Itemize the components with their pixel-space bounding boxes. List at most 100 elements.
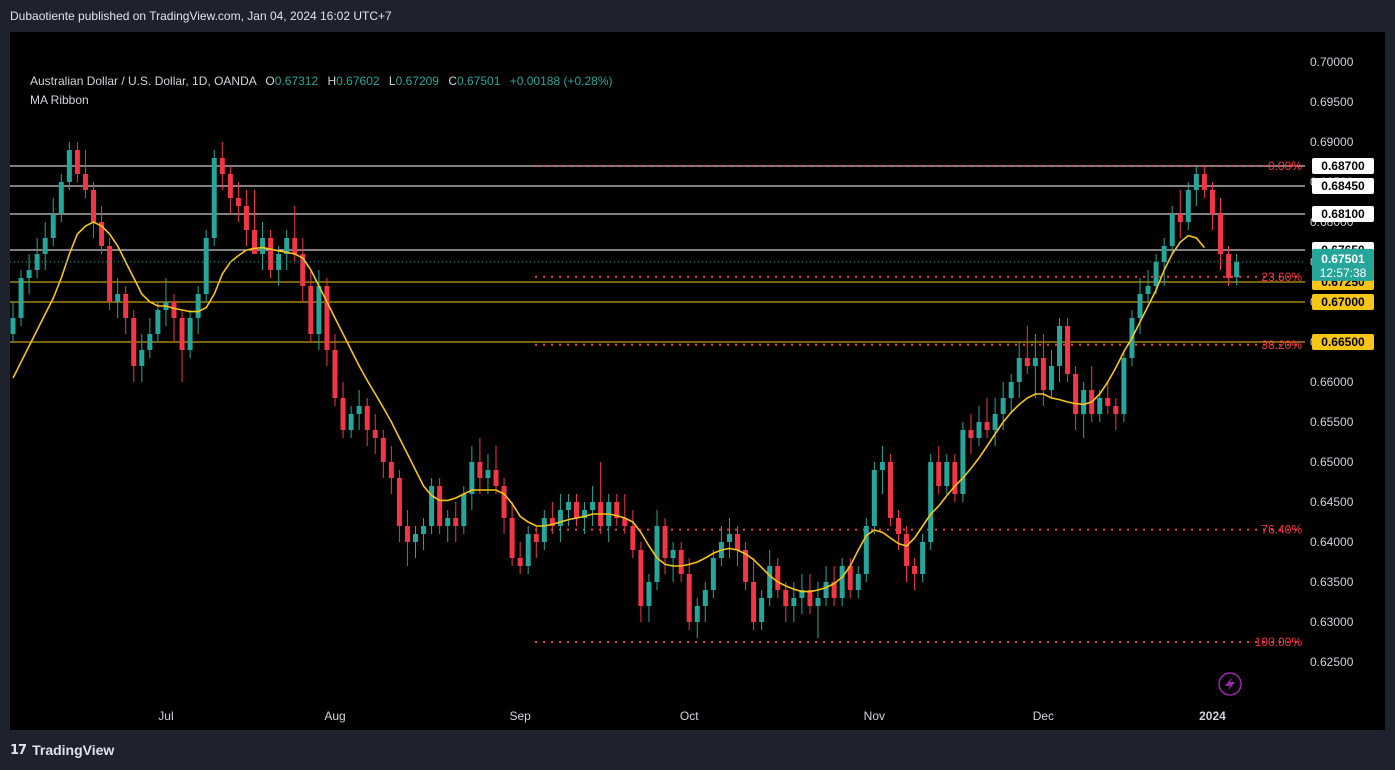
candle-body bbox=[477, 462, 483, 478]
y-tick-label: 0.63500 bbox=[1310, 575, 1354, 589]
candle-body bbox=[461, 494, 467, 526]
candle-body bbox=[565, 502, 571, 510]
candle-body bbox=[243, 206, 249, 230]
candle-body bbox=[968, 430, 974, 438]
candle-body bbox=[767, 566, 773, 598]
candle-body bbox=[920, 542, 926, 574]
indicator-name[interactable]: MA Ribbon bbox=[30, 93, 89, 107]
candle-body bbox=[686, 574, 692, 622]
close-value: 0.67501 bbox=[457, 74, 501, 88]
candle-body bbox=[678, 550, 684, 574]
candle-body bbox=[453, 518, 459, 526]
fib-level-label: 23.60% bbox=[1261, 270, 1302, 284]
legend-row-symbol: Australian Dollar / U.S. Dollar, 1D, OAN… bbox=[30, 72, 612, 91]
candle-body bbox=[1226, 254, 1232, 278]
candle-body bbox=[74, 150, 80, 174]
candle-body bbox=[396, 478, 402, 526]
candle-body bbox=[823, 582, 829, 598]
candle-body bbox=[1209, 190, 1215, 214]
candle-body bbox=[268, 238, 274, 270]
candle-body bbox=[139, 350, 145, 366]
chart-area[interactable]: 0.700000.695000.690000.685000.680000.675… bbox=[10, 32, 1385, 730]
candle-body bbox=[976, 422, 982, 438]
open-label: O bbox=[265, 74, 275, 88]
candle-body bbox=[429, 486, 435, 526]
price-axis: 0.700000.695000.690000.685000.680000.675… bbox=[1310, 55, 1354, 669]
candle-body bbox=[1145, 286, 1151, 294]
candle-body bbox=[775, 566, 781, 590]
candle-body bbox=[91, 190, 96, 222]
high-label: H bbox=[327, 74, 337, 88]
candle-body bbox=[485, 470, 491, 478]
time-axis: Jul Aug Sep Oct Nov Dec 2024 bbox=[158, 709, 1226, 723]
candle-body bbox=[791, 598, 797, 606]
candle-body bbox=[356, 406, 362, 414]
high-value: 0.67602 bbox=[336, 74, 380, 88]
candle-body bbox=[308, 286, 314, 334]
candle-body bbox=[783, 590, 789, 606]
ma-line bbox=[12, 221, 1206, 593]
candle-body bbox=[421, 526, 427, 534]
fib-level-label: 100.00% bbox=[1255, 635, 1303, 649]
candle-body bbox=[42, 238, 48, 254]
candle-body bbox=[300, 254, 306, 286]
candle-body bbox=[1081, 390, 1087, 414]
candle-body bbox=[936, 462, 942, 486]
candle-body bbox=[654, 526, 660, 582]
candle-body bbox=[107, 246, 113, 302]
candle-body bbox=[348, 414, 354, 430]
candle-body bbox=[662, 526, 668, 558]
candle-body bbox=[1024, 358, 1030, 366]
candle-body bbox=[1121, 358, 1127, 414]
y-tick-label: 0.64000 bbox=[1310, 535, 1354, 549]
y-tick-label: 0.64500 bbox=[1310, 495, 1354, 509]
candle-body bbox=[115, 294, 121, 302]
level-price-label: 0.68450 bbox=[1321, 179, 1365, 193]
candle-body bbox=[131, 318, 137, 366]
level-price-label: 0.67000 bbox=[1321, 295, 1365, 309]
fib-level-label: 0.00% bbox=[1268, 159, 1302, 173]
candle-body bbox=[372, 430, 378, 438]
candle-body bbox=[187, 318, 193, 350]
candle-body bbox=[1201, 174, 1207, 190]
candle-body bbox=[759, 598, 765, 622]
candle-body bbox=[50, 214, 56, 238]
candlestick-chart[interactable]: 0.700000.695000.690000.685000.680000.675… bbox=[10, 32, 1385, 730]
current-price-label-bg bbox=[1312, 248, 1374, 281]
candle-body bbox=[324, 286, 330, 350]
candle-body bbox=[1000, 398, 1006, 414]
candle-body bbox=[82, 174, 88, 190]
candle-body bbox=[960, 430, 966, 494]
candle-body bbox=[992, 414, 998, 430]
candle-body bbox=[710, 558, 716, 590]
footer: 17 TradingView bbox=[0, 730, 1395, 770]
y-tick-label: 0.66000 bbox=[1310, 375, 1354, 389]
candle-body bbox=[380, 438, 386, 462]
x-tick-label: Nov bbox=[864, 709, 885, 723]
candle-body bbox=[871, 470, 877, 526]
candle-body bbox=[1137, 294, 1143, 318]
candle-body bbox=[638, 550, 644, 606]
horizontal-levels bbox=[10, 165, 1305, 343]
open-value: 0.67312 bbox=[274, 74, 319, 88]
candle-body bbox=[646, 582, 652, 606]
candle-body bbox=[1177, 214, 1183, 222]
level-price-label: 0.68700 bbox=[1321, 159, 1365, 173]
candle-body bbox=[1153, 262, 1159, 286]
level-price-label-bg bbox=[1312, 178, 1374, 194]
candle-body bbox=[847, 566, 853, 590]
candle-body bbox=[533, 534, 539, 542]
candle-body bbox=[1073, 374, 1079, 414]
candle-body bbox=[413, 534, 418, 542]
candle-body bbox=[1057, 326, 1062, 366]
countdown-label: 12:57:38 bbox=[1320, 266, 1367, 280]
chart-legend: Australian Dollar / U.S. Dollar, 1D, OAN… bbox=[30, 72, 612, 110]
change-value: +0.00188 (+0.28%) bbox=[509, 74, 613, 88]
y-tick-label: 0.63000 bbox=[1310, 615, 1354, 629]
tradingview-logo[interactable]: 17 TradingView bbox=[10, 741, 114, 759]
fib-level-label: 38.20% bbox=[1261, 338, 1302, 352]
candle-body bbox=[1008, 382, 1014, 398]
candle-body bbox=[404, 526, 410, 542]
candle-body bbox=[195, 294, 201, 318]
y-tick-label: 0.62500 bbox=[1310, 655, 1354, 669]
